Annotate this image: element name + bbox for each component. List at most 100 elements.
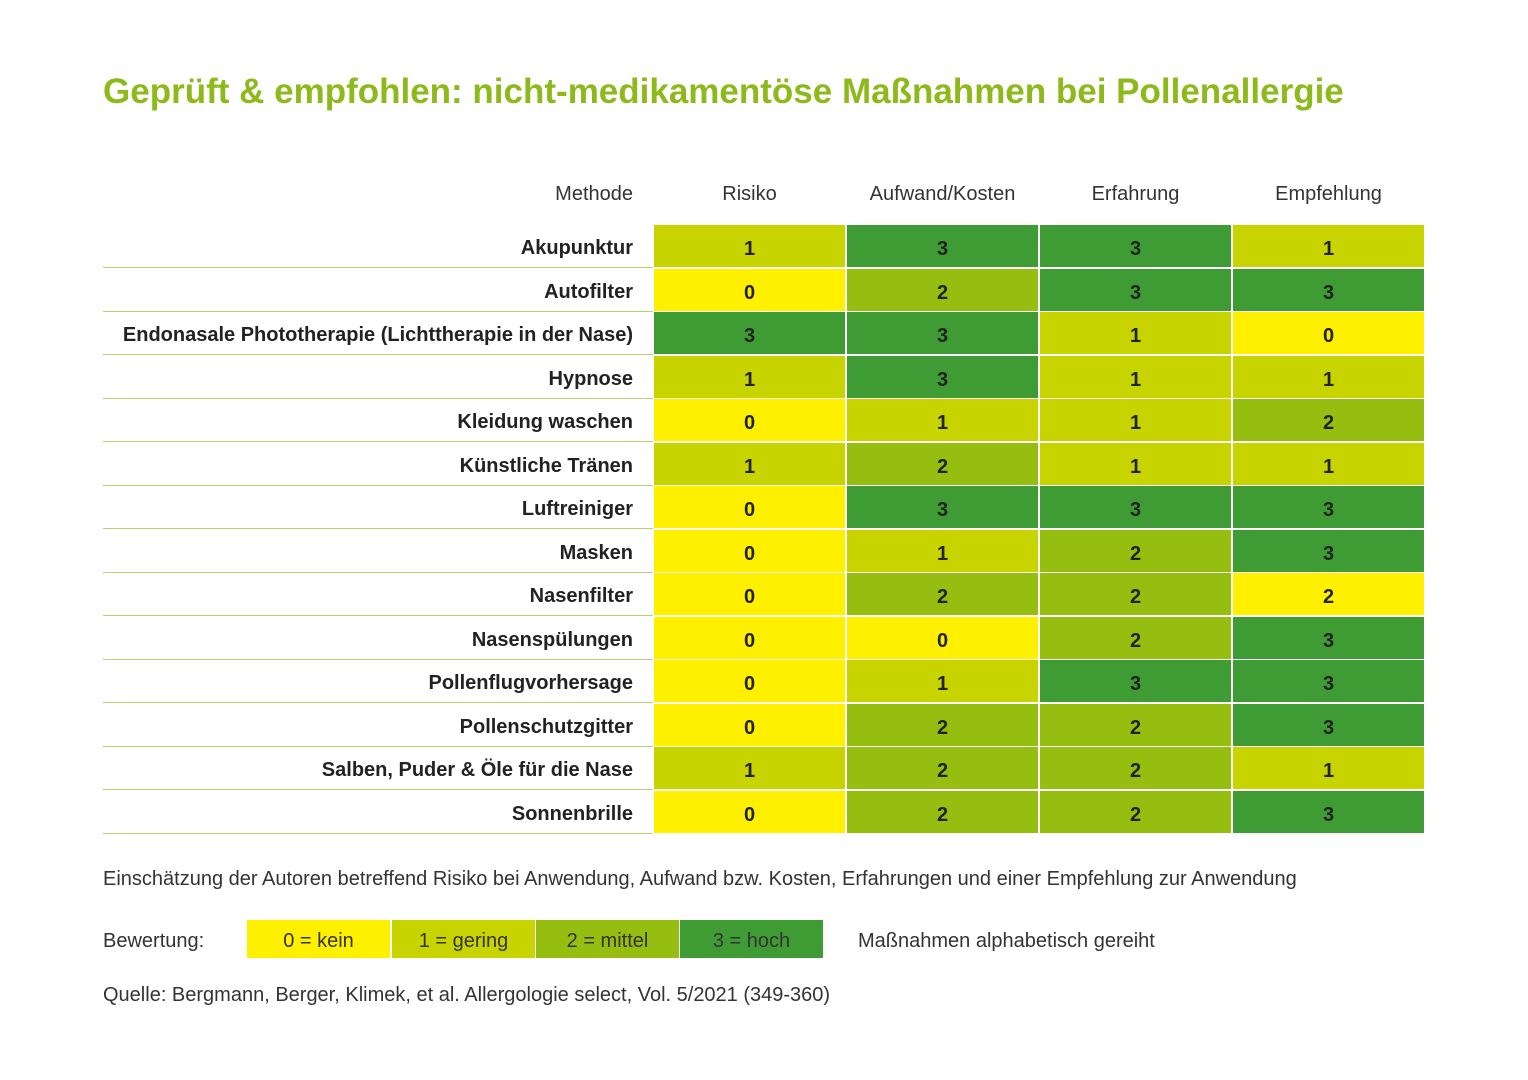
column-header-risiko: Risiko xyxy=(722,183,777,205)
heatmap-cell: 3 xyxy=(1233,269,1424,311)
row-label: Luftreiniger xyxy=(521,498,633,520)
table-note: Einschätzung der Autoren betreffend Risi… xyxy=(103,868,1297,890)
heatmap-cell: 0 xyxy=(654,660,845,702)
legend-label: Bewertung: xyxy=(103,930,205,952)
heatmap-cell: 0 xyxy=(654,486,845,528)
row-divider xyxy=(103,485,653,486)
heatmap-cell: 1 xyxy=(654,747,845,789)
heatmap-cell: 3 xyxy=(1233,486,1424,528)
heatmap-cell: 3 xyxy=(1040,225,1231,267)
heatmap-cell: 2 xyxy=(1040,573,1231,615)
heatmap-cell: 0 xyxy=(654,573,845,615)
row-label: Pollenschutzgitter xyxy=(459,716,633,738)
heatmap-cell: 3 xyxy=(847,486,1038,528)
heatmap-cell: 1 xyxy=(654,225,845,267)
heatmap-cell: 2 xyxy=(847,573,1038,615)
heatmap-cell: 3 xyxy=(1233,791,1424,833)
heatmap-cell: 2 xyxy=(1040,530,1231,572)
table-row: Akupunktur 1 3 3 1 xyxy=(0,225,1528,268)
legend-item-hoch: 3 = hoch xyxy=(680,920,823,958)
heatmap-cell: 1 xyxy=(1040,399,1231,441)
table-row: Nasenspülungen 0 0 2 3 xyxy=(0,617,1528,660)
row-label: Salben, Puder & Öle für die Nase xyxy=(321,759,633,781)
row-label: Nasenfilter xyxy=(529,585,633,607)
heatmap-cell: 0 xyxy=(654,704,845,746)
heatmap-cell: 2 xyxy=(1040,747,1231,789)
heatmap-cell: 2 xyxy=(1040,704,1231,746)
heatmap-cell: 1 xyxy=(847,399,1038,441)
row-label: Endonasale Phototherapie (Lichttherapie … xyxy=(122,324,633,346)
heatmap-cell: 3 xyxy=(1233,530,1424,572)
row-label: Akupunktur xyxy=(520,237,633,259)
heatmap-cell: 1 xyxy=(654,356,845,398)
heatmap-cell: 2 xyxy=(1233,573,1424,615)
heatmap-cell: 3 xyxy=(1040,269,1231,311)
heatmap-cell: 3 xyxy=(847,312,1038,354)
row-divider xyxy=(103,311,653,312)
heatmap-cell: 2 xyxy=(847,747,1038,789)
heatmap-cell: 3 xyxy=(847,356,1038,398)
heatmap-cell: 3 xyxy=(654,312,845,354)
row-divider xyxy=(103,833,653,834)
heatmap-cell: 0 xyxy=(654,617,845,659)
row-label: Autofilter xyxy=(544,281,633,303)
table-row: Endonasale Phototherapie (Lichttherapie … xyxy=(0,312,1528,355)
row-divider xyxy=(103,789,653,790)
row-label: Nasenspülungen xyxy=(471,629,633,651)
legend-note: Maßnahmen alphabetisch gereiht xyxy=(858,930,1155,952)
heatmap-cell: 0 xyxy=(654,530,845,572)
table-row: Künstliche Tränen 1 2 1 1 xyxy=(0,443,1528,486)
table-row: Kleidung waschen 0 1 1 2 xyxy=(0,399,1528,442)
legend-item-mittel: 2 = mittel xyxy=(536,920,679,958)
table-row: Hypnose 1 3 1 1 xyxy=(0,356,1528,399)
row-label: Kleidung waschen xyxy=(457,411,633,433)
heatmap-cell: 1 xyxy=(1040,443,1231,485)
heatmap-cell: 2 xyxy=(847,791,1038,833)
heatmap-cell: 0 xyxy=(654,399,845,441)
row-divider xyxy=(103,354,653,355)
row-divider xyxy=(103,615,653,616)
heatmap-cell: 1 xyxy=(847,660,1038,702)
heatmap-cell: 1 xyxy=(1233,747,1424,789)
row-divider xyxy=(103,398,653,399)
heatmap-cell: 0 xyxy=(847,617,1038,659)
row-divider xyxy=(103,572,653,573)
table-row: Salben, Puder & Öle für die Nase 1 2 2 1 xyxy=(0,747,1528,790)
heatmap-cell: 1 xyxy=(1040,356,1231,398)
heatmap-cell: 1 xyxy=(1233,356,1424,398)
table-row: Luftreiniger 0 3 3 3 xyxy=(0,486,1528,529)
legend-item-gering: 1 = gering xyxy=(392,920,535,958)
heatmap-cell: 2 xyxy=(847,704,1038,746)
heatmap-cell: 1 xyxy=(654,443,845,485)
heatmap-cell: 2 xyxy=(1040,617,1231,659)
row-label: Masken xyxy=(559,542,633,564)
row-divider xyxy=(103,267,653,268)
row-label: Sonnenbrille xyxy=(511,803,633,825)
column-header-erfahrung: Erfahrung xyxy=(1091,183,1180,205)
table-row: Sonnenbrille 0 2 2 3 xyxy=(0,791,1528,834)
table-row: Nasenfilter 0 2 2 2 xyxy=(0,573,1528,616)
heatmap-cell: 2 xyxy=(1233,399,1424,441)
heatmap-cell: 2 xyxy=(847,443,1038,485)
row-divider xyxy=(103,441,653,442)
table-row: Pollenschutzgitter 0 2 2 3 xyxy=(0,704,1528,747)
row-divider xyxy=(103,746,653,747)
heatmap-cell: 0 xyxy=(1233,312,1424,354)
legend-item-kein: 0 = kein xyxy=(247,920,390,958)
table-header: Methode Risiko Aufwand/Kosten Erfahrung … xyxy=(0,178,1528,210)
row-divider xyxy=(103,528,653,529)
table-row: Pollenflugvorhersage 0 1 3 3 xyxy=(0,660,1528,703)
heatmap-cell: 3 xyxy=(1233,704,1424,746)
table-row: Masken 0 1 2 3 xyxy=(0,530,1528,573)
page-title: Geprüft & empfohlen: nicht-medikamentöse… xyxy=(103,72,1344,111)
row-label: Hypnose xyxy=(548,368,633,390)
heatmap-cell: 1 xyxy=(1233,225,1424,267)
heatmap-cell: 3 xyxy=(1040,660,1231,702)
heatmap-cell: 1 xyxy=(1040,312,1231,354)
heatmap-cell: 3 xyxy=(1233,617,1424,659)
row-divider xyxy=(103,702,653,703)
heatmap-cell: 3 xyxy=(847,225,1038,267)
heatmap-cell: 1 xyxy=(1233,443,1424,485)
column-header-aufwand-kosten: Aufwand/Kosten xyxy=(869,183,1016,205)
heatmap-cell: 0 xyxy=(654,791,845,833)
